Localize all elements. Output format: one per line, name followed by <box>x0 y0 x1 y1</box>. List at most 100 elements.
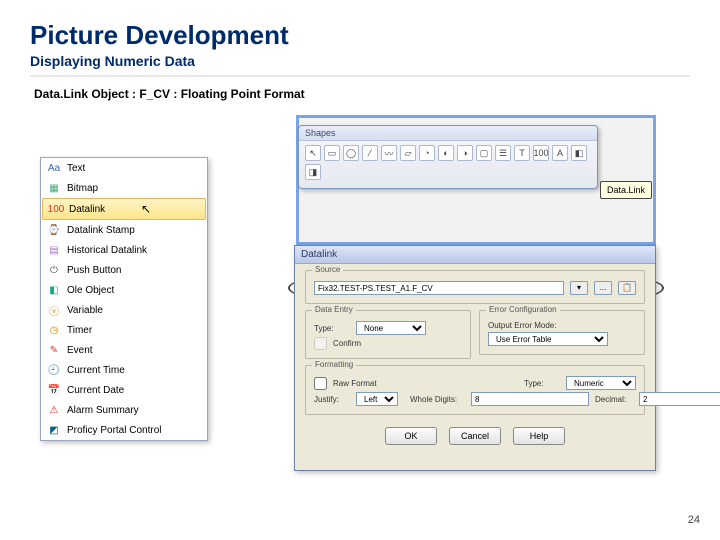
menu-item-label: Current Time <box>67 365 125 376</box>
menu-item-label: Current Date <box>67 385 124 396</box>
menu-item-event[interactable]: ✎ Event <box>41 340 207 360</box>
source-browse-button[interactable]: ... <box>594 281 612 295</box>
formatting-legend: Formatting <box>312 360 356 369</box>
menu-item-icon: 📅 <box>47 383 61 397</box>
shape-tool-6[interactable]: ◔ <box>419 145 435 161</box>
source-db-button[interactable]: 📋 <box>618 281 636 295</box>
shape-tool-3[interactable]: ⁄ <box>362 145 378 161</box>
menu-item-ole-object[interactable]: ◧ Ole Object <box>41 280 207 300</box>
source-input[interactable] <box>314 281 564 295</box>
shape-tool-10[interactable]: ☰ <box>495 145 511 161</box>
caption: Data.Link Object : F_CV : Floating Point… <box>34 87 690 101</box>
menu-item-label: Push Button <box>67 265 121 276</box>
menu-item-push-button[interactable]: ⏻ Push Button <box>41 260 207 280</box>
whole-digits-label: Whole Digits: <box>410 395 465 404</box>
menu-item-icon: ▤ <box>47 243 61 257</box>
decimal-label: Decimal: <box>595 395 633 404</box>
output-error-mode-select[interactable]: Use Error Table <box>488 332 608 346</box>
screenshot-canvas: Shapes ↖▭◯⁄〰▱◔◐◑▢☰T100A◧◨ Data.Link ↖ Aa… <box>40 115 660 475</box>
raw-format-checkbox[interactable] <box>314 377 327 390</box>
menu-item-label: Alarm Summary <box>67 405 139 416</box>
shape-tool-5[interactable]: ▱ <box>400 145 416 161</box>
menu-item-icon: ⌚ <box>47 223 61 237</box>
menu-item-datalink-stamp[interactable]: ⌚ Datalink Stamp <box>41 220 207 240</box>
whole-digits-input[interactable] <box>471 392 589 406</box>
shapes-toolbar-title: Shapes <box>299 126 597 141</box>
menu-item-label: Proficy Portal Control <box>67 425 161 436</box>
menu-item-label: Ole Object <box>67 285 114 296</box>
menu-item-label: Event <box>67 345 93 356</box>
type-select[interactable]: None <box>356 321 426 335</box>
page-subtitle: Displaying Numeric Data <box>30 53 690 69</box>
menu-item-proficy-portal-control[interactable]: ◩Proficy Portal Control <box>41 420 207 440</box>
justify-select[interactable]: Left <box>356 392 398 406</box>
menu-item-historical-datalink[interactable]: ▤ Historical Datalink <box>41 240 207 260</box>
menu-item-current-time[interactable]: 🕘 Current Time <box>41 360 207 380</box>
data-entry-legend: Data Entry <box>312 305 356 314</box>
menu-item-icon: ⓥ <box>47 303 61 317</box>
menu-item-icon: ⏻ <box>47 263 61 277</box>
menu-item-alarm-summary[interactable]: ⚠ Alarm Summary <box>41 400 207 420</box>
fmt-type-select[interactable]: Numeric <box>566 376 636 390</box>
menu-item-label: Datalink Stamp <box>67 225 135 236</box>
menu-item-icon: ▦ <box>47 181 61 195</box>
shape-tool-13[interactable]: A <box>552 145 568 161</box>
menu-item-label: Text <box>67 163 85 174</box>
shape-tool-7[interactable]: ◐ <box>438 145 454 161</box>
menu-item-icon: ◷ <box>47 323 61 337</box>
menu-item-label: Datalink <box>69 204 105 215</box>
shape-tool-12[interactable]: 100 <box>533 145 549 161</box>
data-entry-group: Data Entry Type: None Confirm <box>305 310 471 359</box>
source-group: Source ▾ ... 📋 <box>305 270 645 304</box>
menu-item-icon: ⚠ <box>47 403 61 417</box>
menu-item-text[interactable]: Aa Text <box>41 158 207 178</box>
ok-button[interactable]: OK <box>385 427 437 445</box>
divider <box>30 75 690 77</box>
shape-tool-11[interactable]: T <box>514 145 530 161</box>
shape-tool-15[interactable]: ◨ <box>305 164 321 180</box>
menu-item-label: Bitmap <box>67 183 98 194</box>
decimal-input[interactable] <box>639 392 720 406</box>
menu-item-datalink[interactable]: 100 Datalink <box>42 198 206 220</box>
menu-item-icon: 100 <box>49 202 63 216</box>
error-config-group: Error Configuration Output Error Mode: U… <box>479 310 645 355</box>
menu-item-icon: 🕘 <box>47 363 61 377</box>
insert-object-menu: ↖ Aa Text ▦ Bitmap 100 Datalink ⌚ Datalink Stam… <box>40 157 208 441</box>
menu-item-icon: Aa <box>47 161 61 175</box>
shape-tool-2[interactable]: ◯ <box>343 145 359 161</box>
shape-tool-1[interactable]: ▭ <box>324 145 340 161</box>
output-error-mode-label: Output Error Mode: <box>488 321 568 330</box>
shape-tool-9[interactable]: ▢ <box>476 145 492 161</box>
menu-item-bitmap[interactable]: ▦ Bitmap <box>41 178 207 198</box>
cursor-icon: ↖ <box>141 202 151 216</box>
shapes-toolbar: Shapes ↖▭◯⁄〰▱◔◐◑▢☰T100A◧ ◨ <box>298 125 598 189</box>
shape-tool-8[interactable]: ◑ <box>457 145 473 161</box>
confirm-label: Confirm <box>333 339 361 348</box>
error-config-legend: Error Configuration <box>486 305 560 314</box>
source-legend: Source <box>312 265 343 274</box>
fmt-type-label: Type: <box>524 379 560 388</box>
type-label: Type: <box>314 324 350 333</box>
menu-item-variable[interactable]: ⓥ Variable <box>41 300 207 320</box>
menu-item-icon: ◧ <box>47 283 61 297</box>
menu-item-icon: ✎ <box>47 343 61 357</box>
page-title: Picture Development <box>30 20 690 51</box>
menu-item-label: Historical Datalink <box>67 245 147 256</box>
shape-tool-4[interactable]: 〰 <box>381 145 397 161</box>
shape-tool-14[interactable]: ◧ <box>571 145 587 161</box>
menu-item-timer[interactable]: ◷ Timer <box>41 320 207 340</box>
help-button[interactable]: Help <box>513 427 565 445</box>
datalink-tooltip: Data.Link <box>600 181 652 199</box>
menu-item-label: Timer <box>67 325 92 336</box>
formatting-group: Formatting Raw Format Type: Numeric Just… <box>305 365 645 415</box>
page-number: 24 <box>688 514 700 526</box>
menu-item-current-date[interactable]: 📅 Current Date <box>41 380 207 400</box>
cancel-button[interactable]: Cancel <box>449 427 501 445</box>
datalink-dialog: Datalink Source ▾ ... 📋 Data Entry Type: <box>294 245 656 471</box>
confirm-checkbox[interactable] <box>314 337 327 350</box>
source-dropdown-icon[interactable]: ▾ <box>570 281 588 295</box>
justify-label: Justify: <box>314 395 350 404</box>
shape-tool-0[interactable]: ↖ <box>305 145 321 161</box>
raw-format-label: Raw Format <box>333 379 388 388</box>
menu-item-label: Variable <box>67 305 103 316</box>
